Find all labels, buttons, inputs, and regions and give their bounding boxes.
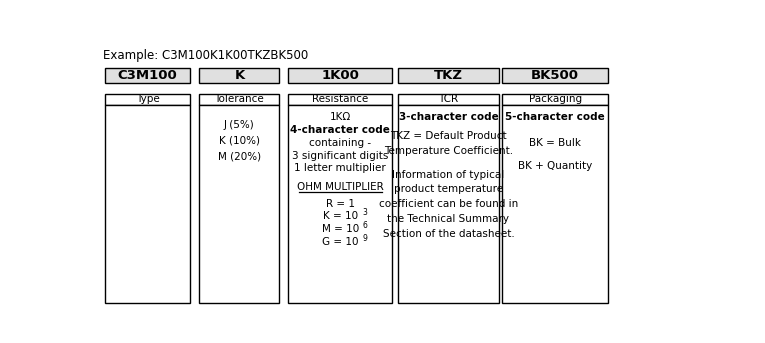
Text: 6: 6 xyxy=(363,221,368,230)
Text: TCR: TCR xyxy=(438,94,458,104)
Text: Example: C3M100K1K00TKZBK500: Example: C3M100K1K00TKZBK500 xyxy=(103,49,308,62)
Text: BK500: BK500 xyxy=(531,69,579,82)
Text: 9: 9 xyxy=(363,234,368,243)
Bar xyxy=(288,68,392,83)
Bar xyxy=(398,94,499,105)
Text: M = 10: M = 10 xyxy=(321,224,359,234)
Text: 4-character code: 4-character code xyxy=(290,125,390,135)
Text: 5-character code: 5-character code xyxy=(505,113,605,122)
Bar xyxy=(105,68,190,83)
Text: Resistance: Resistance xyxy=(312,94,368,104)
Text: Information of typical
product temperature
coefficient can be found in
the Techn: Information of typical product temperatu… xyxy=(379,169,518,239)
Bar xyxy=(200,105,279,303)
Bar xyxy=(105,105,190,303)
Text: C3M100: C3M100 xyxy=(118,69,177,82)
Text: OHM MULTIPLIER: OHM MULTIPLIER xyxy=(297,182,383,192)
Text: K: K xyxy=(234,69,245,82)
Text: 1K00: 1K00 xyxy=(321,69,359,82)
Text: 3 significant digits: 3 significant digits xyxy=(292,151,389,161)
Bar xyxy=(502,94,608,105)
Text: Tolerance: Tolerance xyxy=(214,94,264,104)
Text: 3-character code: 3-character code xyxy=(399,113,498,122)
Bar xyxy=(105,94,190,105)
Text: K = 10: K = 10 xyxy=(323,211,358,221)
Text: TKZ: TKZ xyxy=(434,69,463,82)
Text: 1 letter multiplier: 1 letter multiplier xyxy=(295,163,386,173)
Text: 3: 3 xyxy=(363,208,368,217)
Text: BK + Quantity: BK + Quantity xyxy=(518,161,592,171)
Text: containing -: containing - xyxy=(309,138,371,148)
Text: TKZ = Default Product
Temperature Coefficient.: TKZ = Default Product Temperature Coeffi… xyxy=(384,131,513,156)
Text: J (5%)
K (10%)
M (20%): J (5%) K (10%) M (20%) xyxy=(218,120,261,162)
Bar xyxy=(502,105,608,303)
Bar xyxy=(200,68,279,83)
Bar xyxy=(502,68,608,83)
Text: R = 1: R = 1 xyxy=(326,199,355,209)
Bar xyxy=(200,94,279,105)
Bar xyxy=(288,105,392,303)
Text: G = 10: G = 10 xyxy=(322,237,359,247)
Bar xyxy=(398,105,499,303)
Text: BK = Bulk: BK = Bulk xyxy=(529,138,581,148)
Text: Type: Type xyxy=(135,94,159,104)
Text: 1KΩ: 1KΩ xyxy=(330,113,351,122)
Text: Packaging: Packaging xyxy=(529,94,581,104)
Bar xyxy=(288,94,392,105)
Bar xyxy=(398,68,499,83)
